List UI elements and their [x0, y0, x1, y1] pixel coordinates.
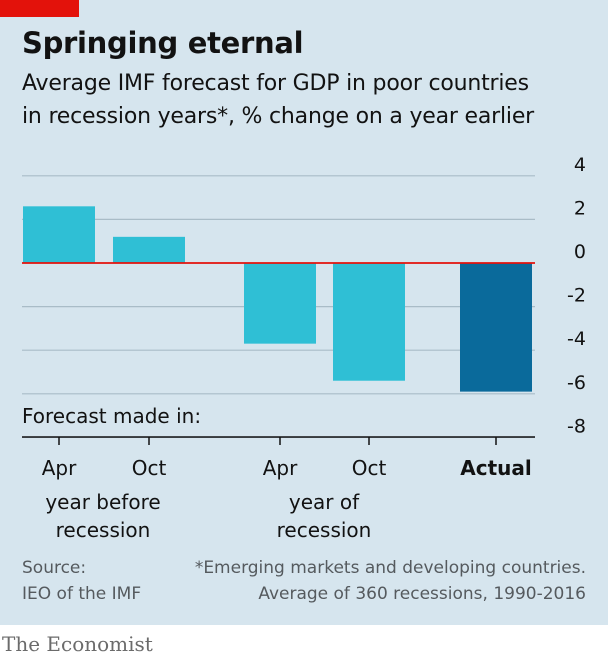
bar-3 — [244, 263, 316, 344]
bar-4 — [333, 263, 405, 381]
x-axis — [22, 436, 535, 445]
chart-subtitle-line-1: Average IMF forecast for GDP in poor cou… — [22, 71, 529, 96]
x-label: Oct — [352, 456, 387, 480]
x-label: Apr — [42, 456, 77, 480]
group-label-line-2: recession — [56, 518, 151, 542]
brand-wordmark: The Economist — [2, 632, 153, 656]
y-tick-label: 4 — [574, 154, 586, 176]
y-tick-label: -4 — [567, 328, 586, 350]
brand-red-tag — [0, 0, 79, 17]
x-axis-label: Forecast made in: — [22, 404, 201, 428]
group-labels: year before recession year of recession — [45, 490, 371, 542]
group-label-line-1: year before — [45, 490, 160, 514]
group-label-line-2: recession — [277, 518, 372, 542]
y-tick-label: -2 — [567, 285, 586, 307]
x-label: Oct — [132, 456, 167, 480]
x-label-actual: Actual — [460, 456, 531, 480]
group-label-line-1: year of — [289, 490, 360, 514]
bar-1 — [23, 206, 95, 263]
footnote-line-2: Average of 360 recessions, 1990-2016 — [258, 584, 586, 604]
bars — [23, 206, 532, 392]
bar-2 — [113, 236, 185, 263]
chart-panel: Springing eternal Average IMF forecast f… — [0, 0, 608, 625]
y-axis-ticks: 4 2 0 -2 -4 -6 -8 — [567, 154, 586, 438]
y-tick-label: 2 — [574, 197, 586, 219]
x-axis-labels: Apr Oct Apr Oct Actual — [42, 456, 532, 480]
bar-5 — [460, 263, 532, 392]
source-organisation: IEO of the IMF — [22, 584, 142, 604]
bar-chart: 4 2 0 -2 -4 -6 -8 Forecast made in: Apr Oct Apr O… — [22, 154, 586, 542]
chart-subtitle-line-2: in recession years*, % change on a year … — [22, 104, 535, 129]
y-tick-label: 0 — [574, 241, 586, 263]
chart-title: Springing eternal — [22, 26, 304, 60]
source-label: Source: — [22, 558, 87, 578]
footnote-line-1: *Emerging markets and developing countri… — [194, 558, 586, 578]
y-tick-label: -6 — [567, 372, 586, 394]
x-label: Apr — [263, 456, 298, 480]
y-tick-label: -8 — [567, 415, 586, 437]
